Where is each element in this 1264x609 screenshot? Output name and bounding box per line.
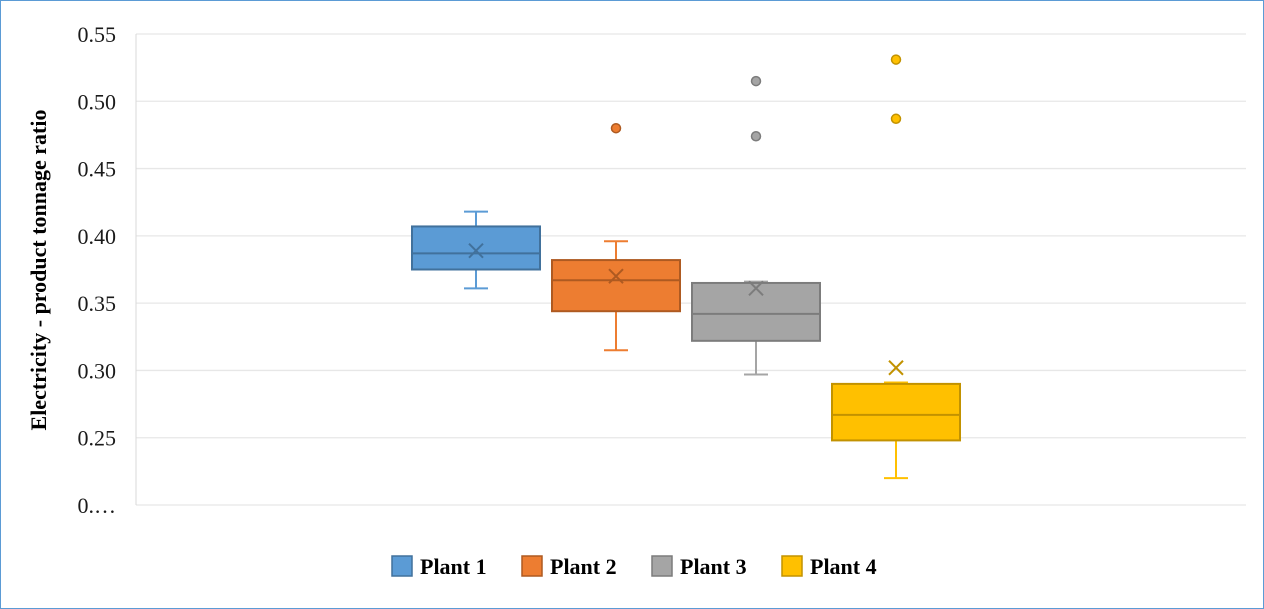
- outlier-point: [890, 113, 902, 125]
- outlier-point: [610, 122, 622, 134]
- box-series: [411, 54, 961, 480]
- legend-label: Plant 3: [680, 554, 747, 579]
- y-tick-label: 0.…: [78, 493, 117, 518]
- box-plant-1: [411, 210, 541, 290]
- legend-item-plant-1: Plant 1: [391, 554, 487, 579]
- y-tick-label: 0.50: [78, 89, 117, 114]
- iqr-box: [831, 382, 961, 442]
- legend-item-plant-4: Plant 4: [781, 554, 877, 579]
- legend-label: Plant 2: [550, 554, 617, 579]
- legend-item-plant-2: Plant 2: [521, 554, 617, 579]
- legend-swatch: [521, 555, 543, 577]
- legend: Plant 1 Plant 2 Plant 3 Plant 4: [391, 554, 877, 579]
- outlier-point: [890, 54, 902, 65]
- legend-swatch: [651, 555, 673, 577]
- mean-marker: [888, 360, 904, 376]
- y-axis-ticks: 0.55 0.50 0.45 0.40 0.35 0.30 0.25 0.…: [78, 22, 117, 518]
- legend-label: Plant 4: [810, 554, 877, 579]
- legend-swatch: [391, 555, 413, 577]
- legend-item-plant-3: Plant 3: [651, 554, 747, 579]
- y-tick-label: 0.45: [78, 157, 117, 182]
- legend-label: Plant 1: [420, 554, 487, 579]
- y-tick-label: 0.30: [78, 358, 117, 383]
- y-tick-label: 0.40: [78, 224, 117, 249]
- y-tick-label: 0.55: [78, 22, 117, 47]
- y-tick-label: 0.35: [78, 291, 117, 316]
- iqr-box: [411, 225, 541, 271]
- box-plant-4: [831, 54, 961, 480]
- mean-marker: [608, 268, 624, 284]
- box-plant-3: [691, 75, 821, 376]
- mean-marker: [468, 242, 484, 259]
- y-tick-label: 0.25: [78, 426, 117, 451]
- outlier-point: [750, 75, 762, 87]
- iqr-box: [551, 259, 681, 313]
- gridlines: [136, 33, 1246, 506]
- legend-swatch: [781, 555, 803, 577]
- y-axis-label: Electricity - product tonnage ratio: [26, 110, 51, 431]
- outlier-point: [750, 131, 762, 142]
- mean-marker: [748, 280, 764, 297]
- iqr-box: [691, 281, 821, 342]
- box-plant-2: [551, 122, 681, 352]
